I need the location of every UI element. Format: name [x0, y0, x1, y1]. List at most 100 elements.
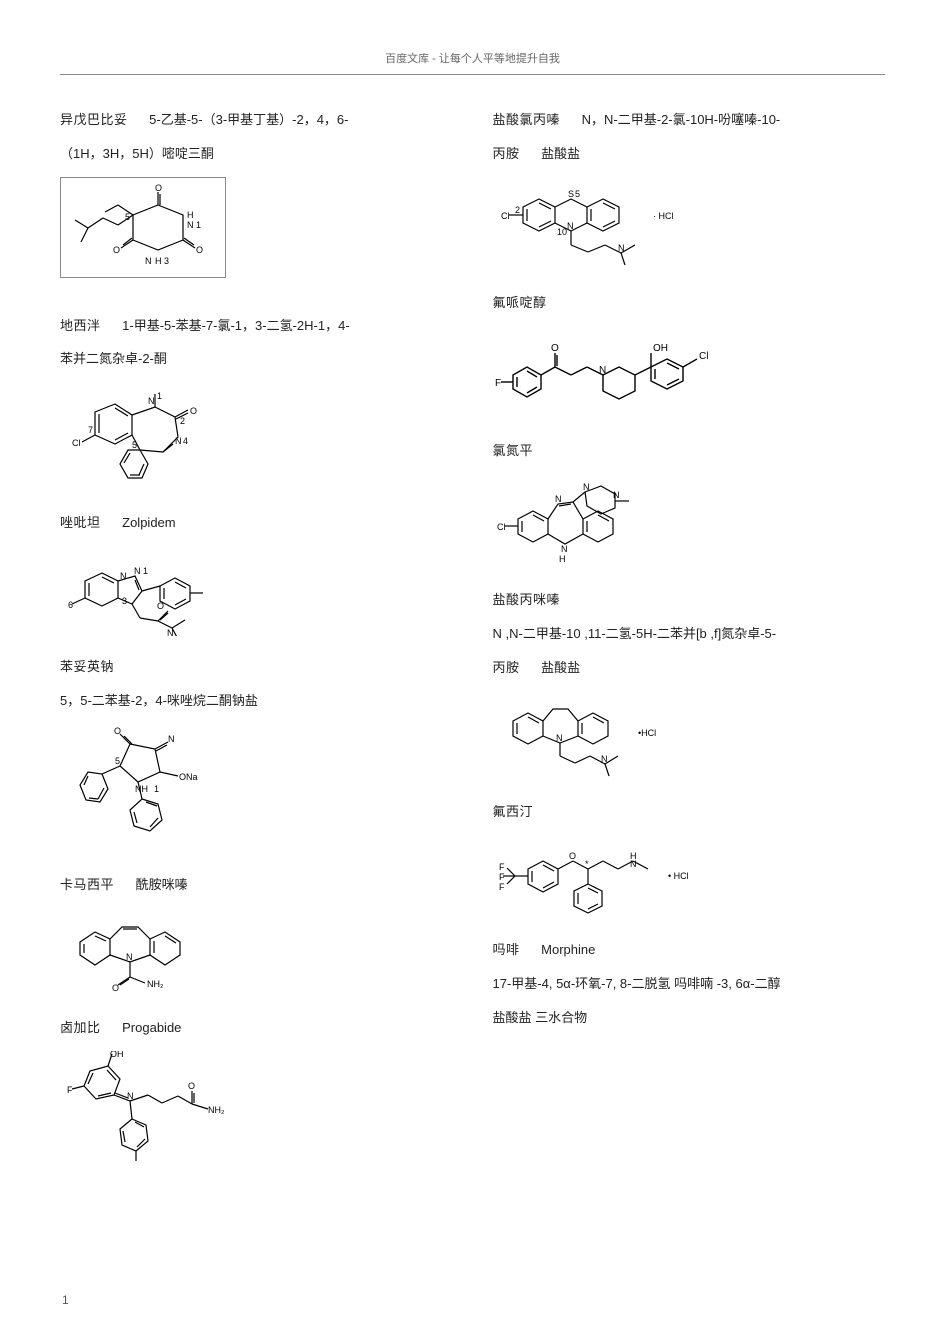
drug-entry: 吗啡 Morphine 17-甲基-4, 5α-环氧-7, 8-二脱氢 吗啡喃 …: [493, 933, 886, 1034]
svg-text:ONa: ONa: [179, 772, 198, 782]
svg-text:2: 2: [180, 416, 185, 426]
svg-text:3: 3: [122, 596, 127, 606]
structure-carbamazepine: N O NH₂: [60, 907, 453, 997]
drug-entry: 氟哌啶醇: [493, 286, 886, 421]
drug-entry: 异戊巴比妥 5-乙基-5-（3-甲基丁基）-2，4，6- （1H，3H，5H）嘧…: [60, 103, 453, 295]
drug-name: 卡马西平: [60, 877, 114, 892]
svg-text:N: N: [168, 734, 175, 744]
svg-text:F: F: [499, 882, 505, 892]
chem-name: 1-甲基-5-苯基-7-氯-1，3-二氢-2H-1，4-: [122, 318, 350, 333]
drug-entry: 苯妥英钠 5，5-二苯基-2，4-咪唑烷二酮钠盐: [60, 650, 453, 854]
svg-text:OH: OH: [110, 1051, 124, 1059]
svg-text:N: N: [126, 952, 133, 962]
right-column: 盐酸氯丙嗪 N，N-二甲基-2-氯-10H-吩噻嗪-10- 丙胺 盐酸盐: [493, 103, 886, 1175]
svg-text:4: 4: [183, 436, 188, 446]
document-header: 百度文库 - 让每个人平等地提升自我: [60, 50, 885, 75]
svg-text:O: O: [196, 245, 203, 255]
svg-text:NH₂: NH₂: [147, 979, 164, 989]
svg-text:1: 1: [157, 391, 162, 401]
drug-entry: 唑吡坦 Zolpidem: [60, 506, 453, 636]
drug-entry: 氟西汀: [493, 795, 886, 920]
structure-diazepam: Cl 7 N 1 O 2 N 4 5: [60, 382, 453, 492]
svg-text:6: 6: [68, 600, 73, 610]
svg-text:O: O: [114, 726, 121, 736]
svg-text:*: *: [585, 859, 589, 869]
chem-name: Zolpidem: [122, 515, 175, 530]
svg-text:Cl: Cl: [501, 211, 510, 221]
drug-name: 卤加比: [60, 1020, 101, 1035]
svg-text:5: 5: [132, 440, 137, 450]
svg-text:2: 2: [515, 205, 520, 215]
drug-entry: 地西泮 1-甲基-5-苯基-7-氯-1，3-二氢-2H-1，4- 苯并二氮杂卓-…: [60, 309, 453, 493]
svg-text:1: 1: [154, 784, 159, 794]
svg-text:N: N: [583, 482, 590, 492]
drug-name: 氯氮平: [493, 443, 534, 458]
svg-text:O: O: [155, 183, 162, 193]
svg-text:N: N: [599, 365, 606, 376]
structure-haloperidol: F O N OH Cl: [493, 325, 886, 420]
chem-name: 酰胺咪嗪: [136, 877, 188, 892]
drug-name: 盐酸氯丙嗪: [493, 112, 561, 127]
drug-name: 氟西汀: [493, 804, 534, 819]
drug-name: 盐酸丙咪嗪: [493, 592, 561, 607]
svg-text:F: F: [499, 862, 505, 872]
drug-name: 异戊巴比妥: [60, 112, 128, 127]
structure-imipramine: N N •HCl: [493, 691, 886, 781]
drug-name: 苯妥英钠: [60, 659, 114, 674]
svg-text:Cl: Cl: [497, 522, 506, 532]
structure-chlorpromazine: Cl 2 S 5 N 10 N · HCl: [493, 177, 886, 272]
structure-phenytoin: O N ONa NH 1 5: [60, 724, 453, 854]
structure-amobarbital: O H N 1 O N H 3 O 5: [60, 177, 226, 278]
svg-text:F: F: [67, 1085, 73, 1095]
svg-text:O: O: [551, 343, 559, 354]
svg-text:F: F: [495, 378, 501, 389]
svg-text:N: N: [561, 544, 568, 554]
chem-continuation: 5，5-二苯基-2，4-咪唑烷二酮钠盐: [60, 684, 453, 718]
svg-text:N: N: [145, 256, 152, 266]
svg-text:Cl: Cl: [72, 438, 81, 448]
drug-entry: 氯氮平: [493, 434, 886, 569]
drug-name: 氟哌啶醇: [493, 295, 547, 310]
svg-text:NH: NH: [135, 784, 148, 794]
chem-name: 5-乙基-5-（3-甲基丁基）-2，4，6-: [149, 112, 348, 127]
chem-continuation: 盐酸盐: [541, 146, 580, 161]
svg-text:O: O: [113, 245, 120, 255]
svg-text:H: H: [187, 210, 194, 220]
structure-clozapine: Cl N N H N N: [493, 474, 886, 569]
svg-text:· HCl: · HCl: [653, 211, 674, 221]
svg-text:N: N: [556, 733, 563, 743]
chem-name: N，N-二甲基-2-氯-10H-吩噻嗪-10-: [582, 112, 781, 127]
chem-name: Progabide: [122, 1020, 181, 1035]
chem-continuation: 丙胺: [493, 146, 520, 161]
svg-text:N: N: [120, 571, 127, 581]
drug-name: 唑吡坦: [60, 515, 101, 530]
svg-text:5: 5: [125, 212, 130, 222]
svg-text:N: N: [567, 221, 574, 231]
drug-name: 地西泮: [60, 318, 101, 333]
chem-continuation: 苯并二氮杂卓-2-酮: [60, 342, 453, 376]
svg-text:H: H: [559, 554, 566, 564]
chem-continuation: N ,N-二甲基-10 ,11-二氢-5H-二苯并[b ,f]氮杂卓-5-: [493, 617, 886, 651]
svg-text:N: N: [601, 754, 608, 764]
svg-text:N: N: [127, 1091, 134, 1101]
chem-continuation: （1H，3H，5H）嘧啶三酮: [60, 137, 453, 171]
svg-text:•HCl: •HCl: [638, 728, 656, 738]
drug-entry: 卤加比 Progabide: [60, 1011, 453, 1161]
svg-text:• HCl: • HCl: [668, 871, 689, 881]
left-column: 异戊巴比妥 5-乙基-5-（3-甲基丁基）-2，4，6- （1H，3H，5H）嘧…: [60, 103, 453, 1175]
svg-text:5: 5: [115, 756, 120, 766]
svg-text:N 1: N 1: [134, 566, 148, 576]
structure-fluoxetine: F F F O * H N • HCl: [493, 834, 886, 919]
svg-text:OH: OH: [653, 343, 668, 354]
page-number: 1: [62, 1293, 69, 1307]
svg-text:F: F: [499, 872, 505, 882]
svg-text:N: N: [148, 396, 155, 406]
svg-text:NH₂: NH₂: [208, 1105, 225, 1115]
svg-text:S: S: [568, 189, 574, 199]
svg-text:10: 10: [557, 227, 567, 237]
two-column-layout: 异戊巴比妥 5-乙基-5-（3-甲基丁基）-2，4，6- （1H，3H，5H）嘧…: [60, 103, 885, 1175]
drug-name: 吗啡: [493, 942, 520, 957]
svg-text:N: N: [618, 243, 625, 253]
chem-continuation: 丙胺: [493, 660, 520, 675]
svg-text:O: O: [112, 983, 119, 993]
